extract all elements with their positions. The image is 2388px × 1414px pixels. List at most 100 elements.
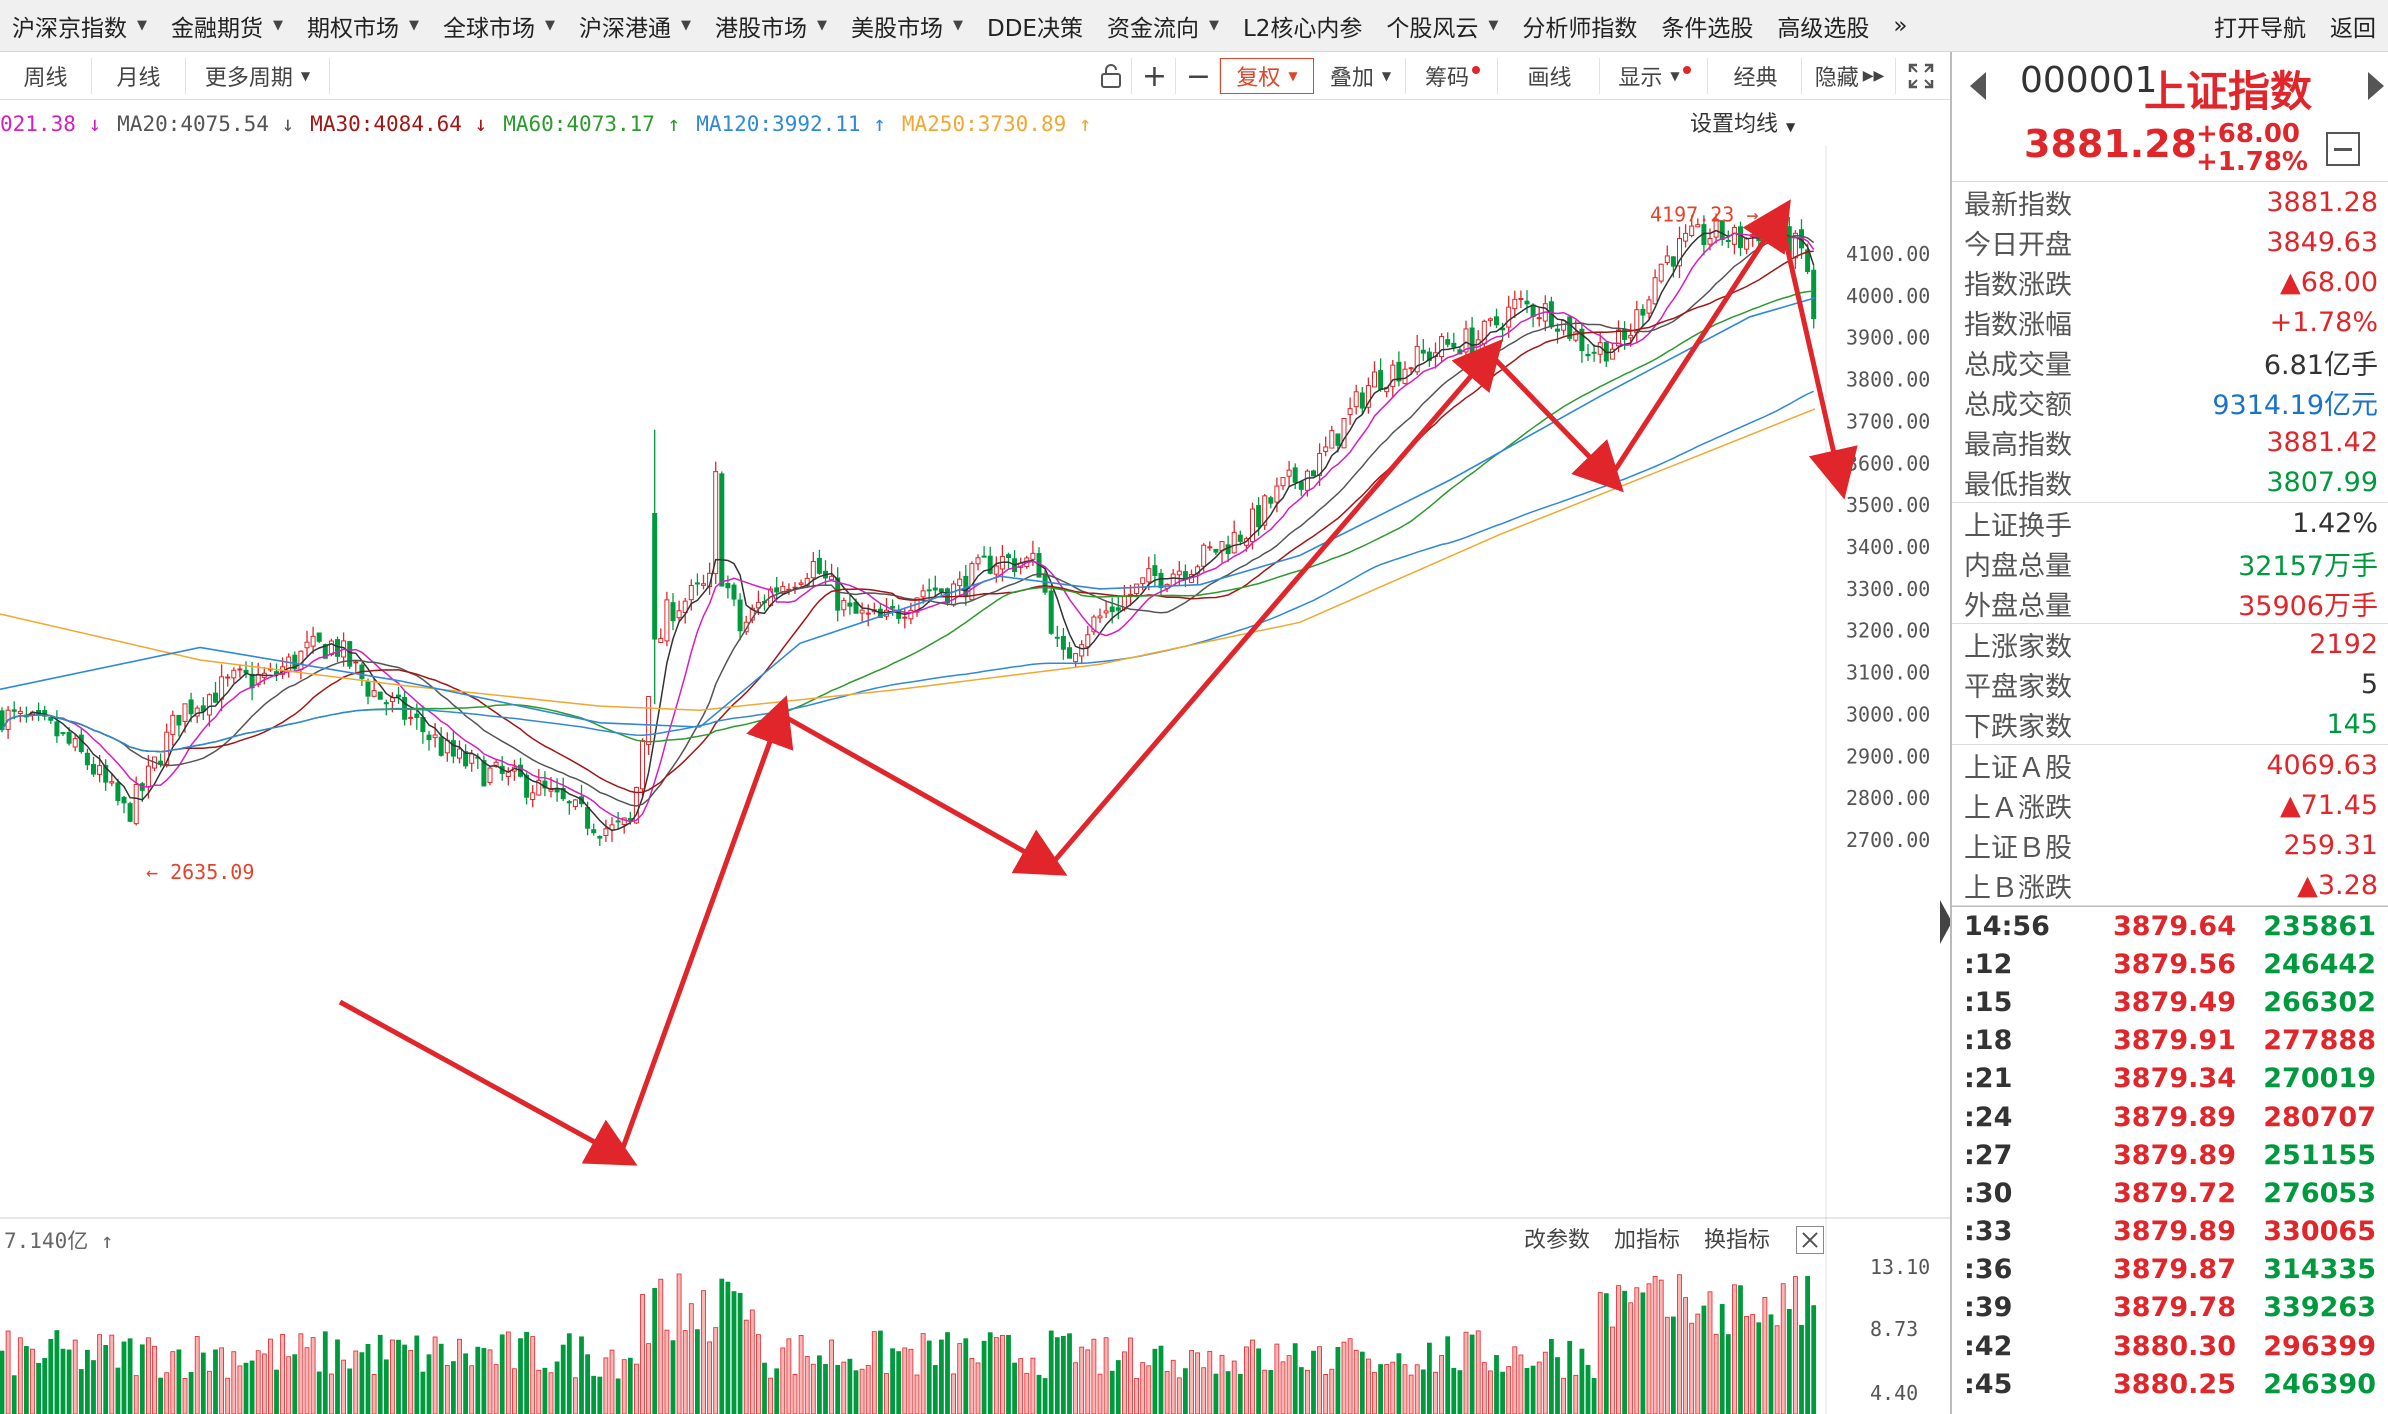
menu-back-button[interactable]: 返回	[2330, 15, 2376, 42]
prev-stock-icon[interactable]	[1970, 72, 1986, 100]
menu-item-9[interactable]: L2核心内参	[1231, 0, 1374, 52]
volume-bar	[695, 1329, 700, 1414]
volume-bar	[389, 1339, 395, 1414]
menu-item-1[interactable]: 金融期货 ▼	[159, 0, 295, 52]
volume-bar	[993, 1337, 999, 1414]
stat-value: ▲71.45	[2279, 789, 2378, 821]
yincang-button[interactable]: 隐藏 ▶▶	[1804, 58, 1896, 94]
stat-row: 今日开盘 3849.63	[1952, 222, 2388, 262]
menu-item-2[interactable]: 期权市场 ▼	[295, 0, 431, 52]
candle-body	[701, 583, 706, 586]
candle-body	[542, 780, 548, 789]
candle-body	[1579, 328, 1585, 351]
candle-body	[1591, 351, 1597, 354]
volume-bar	[969, 1357, 975, 1414]
candle-body	[554, 788, 560, 793]
more-period-dropdown[interactable]: 更多周期 ▼	[186, 58, 330, 94]
diejia-dropdown[interactable]: 叠加 ▼	[1316, 58, 1406, 94]
menu-item-8[interactable]: 资金流向 ▼	[1095, 0, 1231, 52]
jingdian-button[interactable]: 经典	[1710, 58, 1802, 94]
vol-change-params-button[interactable]: 改参数	[1524, 1228, 1591, 1253]
candle-body	[670, 602, 676, 622]
stat-row: 最高指数 3881.42	[1952, 422, 2388, 462]
ma10-line	[1, 232, 1815, 823]
volume-bar	[1268, 1370, 1274, 1414]
menu-nav-button[interactable]: 打开导航	[2214, 15, 2306, 42]
volume-bar	[60, 1348, 66, 1414]
menu-item-label: 分析师指数	[1522, 15, 1638, 42]
volume-bar	[1378, 1364, 1383, 1414]
double-chevron-right-icon: ▶▶	[1862, 68, 1885, 84]
vol-add-indicator-button[interactable]: 加指标	[1614, 1228, 1681, 1253]
volume-bar	[353, 1350, 359, 1414]
candle-body	[1231, 531, 1237, 554]
volume-bar	[316, 1371, 322, 1414]
volume-bar	[1091, 1338, 1097, 1414]
menu-item-6[interactable]: 美股市场 ▼	[839, 0, 975, 52]
volume-bar	[560, 1344, 566, 1414]
volume-bar	[1640, 1292, 1646, 1414]
volume-bar	[1469, 1334, 1475, 1414]
volume-bar	[780, 1347, 786, 1414]
fuquan-dropdown[interactable]: 复权 ▼	[1220, 58, 1314, 94]
menu-item-0[interactable]: 沪深京指数 ▼	[0, 0, 159, 52]
candle-body	[1304, 470, 1310, 491]
volume-bar	[878, 1330, 883, 1414]
vol-switch-indicator-button[interactable]: 换指标	[1704, 1228, 1771, 1253]
volume-bar	[658, 1278, 664, 1414]
volume-bar	[1012, 1362, 1017, 1414]
volume-bar	[932, 1365, 938, 1414]
menu-item-13[interactable]: 高级选股	[1765, 0, 1881, 52]
volume-bar	[182, 1378, 188, 1414]
stat-value: +1.78%	[2269, 306, 2378, 338]
volume-bar	[939, 1339, 944, 1414]
menu-item-label: 个股风云	[1386, 15, 1479, 42]
collapse-button[interactable]	[2326, 132, 2360, 166]
next-stock-icon[interactable]	[2368, 72, 2384, 100]
menu-item-11[interactable]: 分析师指数	[1510, 0, 1649, 52]
volume-bar	[1561, 1377, 1566, 1414]
candle-body	[1469, 327, 1475, 353]
volume-bar	[524, 1331, 529, 1414]
candle-body	[1335, 433, 1341, 446]
ma-value: MA250:3730.89	[901, 112, 1067, 136]
index-code: 000001	[2020, 60, 2158, 101]
lock-button[interactable]	[1090, 58, 1132, 94]
candle-body	[347, 641, 353, 667]
zoom-in-button[interactable]: +	[1134, 58, 1176, 94]
candle-body	[1256, 505, 1262, 528]
menu-more-icon[interactable]: »	[1893, 12, 1908, 39]
menu-item-10[interactable]: 个股风云 ▼	[1374, 0, 1510, 52]
candle-body	[1561, 320, 1567, 331]
tab-month[interactable]: 月线	[92, 58, 186, 94]
zoom-out-button[interactable]: −	[1178, 58, 1220, 94]
fullscreen-button[interactable]	[1898, 58, 1944, 94]
menu-item-5[interactable]: 港股市场 ▼	[703, 0, 839, 52]
volume-bar	[688, 1303, 694, 1414]
kline-chart[interactable]: 4100.00 4000.00 3900.00 3800.00 3700.00 3600.…	[0, 146, 1950, 1414]
volume-bar	[951, 1373, 956, 1414]
close-icon[interactable]	[1796, 1226, 1824, 1254]
huaxian-button[interactable]: 画线	[1500, 58, 1600, 94]
menu-item-12[interactable]: 条件选股	[1649, 0, 1765, 52]
y-tick-label: 3600.00	[1846, 451, 1930, 475]
candle-body	[371, 690, 377, 697]
xianshi-dropdown[interactable]: 显示 ▼	[1602, 58, 1708, 94]
menu-item-4[interactable]: 沪深港通 ▼	[567, 0, 703, 52]
tab-week[interactable]: 周线	[0, 58, 92, 94]
candle-body	[1054, 636, 1060, 639]
ma20-line	[1, 234, 1815, 807]
tick-volume: 246442	[2263, 948, 2376, 980]
tick-time: :33	[1964, 1216, 2013, 1248]
volume-bar	[127, 1338, 133, 1414]
menu-item-7[interactable]: DDE决策	[975, 0, 1095, 52]
candle-body	[1695, 224, 1701, 228]
chouma-button[interactable]: 筹码	[1408, 58, 1498, 94]
candle-body	[1207, 546, 1213, 549]
chevron-down-icon: ▼	[300, 69, 311, 83]
collapse-panel-icon[interactable]	[1940, 900, 1952, 944]
menu-item-3[interactable]: 全球市场 ▼	[431, 0, 567, 52]
candle-body	[133, 783, 139, 825]
y-tick-label: 2700.00	[1846, 828, 1930, 852]
set-ma-dropdown[interactable]: 设置均线 ▼	[1690, 106, 1795, 138]
